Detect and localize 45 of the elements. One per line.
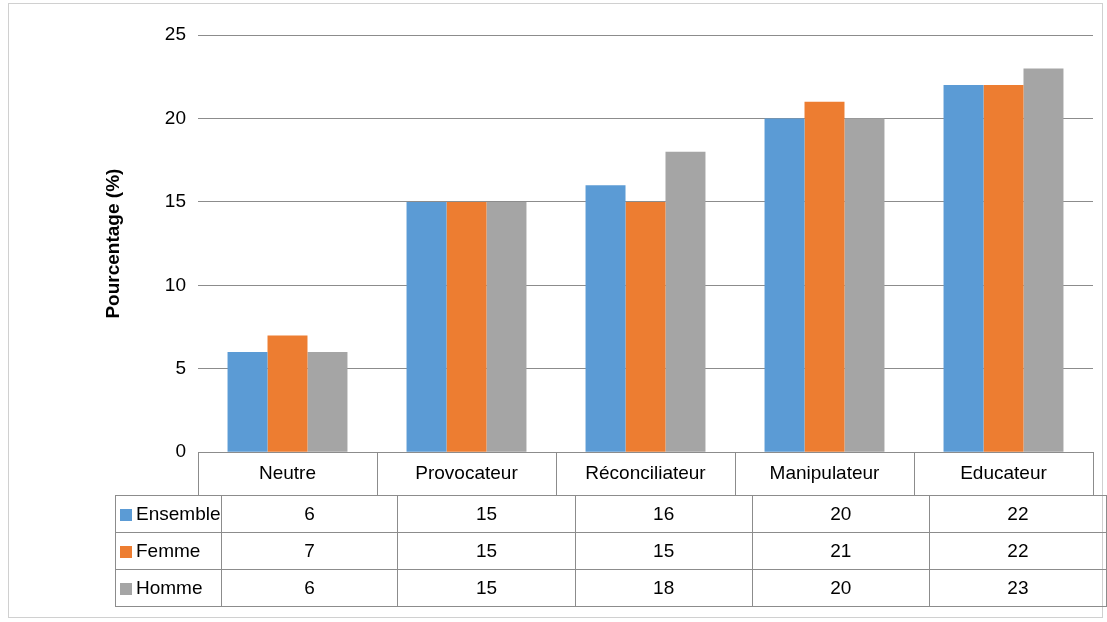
bar bbox=[943, 85, 984, 452]
bar bbox=[406, 201, 447, 452]
bar bbox=[1023, 68, 1064, 452]
y-tick-label: 15 bbox=[164, 190, 186, 212]
bar bbox=[844, 118, 885, 452]
bar bbox=[486, 201, 527, 452]
data-label: 23 bbox=[929, 569, 1107, 607]
x-tick-label: Réconciliateur bbox=[585, 461, 707, 483]
data-label: 18 bbox=[575, 569, 753, 607]
data-label: 15 bbox=[397, 569, 576, 607]
data-label: 22 bbox=[929, 532, 1107, 570]
bar bbox=[307, 352, 348, 452]
bar bbox=[625, 201, 666, 452]
bar bbox=[804, 101, 845, 452]
bar bbox=[665, 151, 706, 452]
x-tick-label: Educateur bbox=[960, 461, 1048, 483]
bar bbox=[267, 335, 308, 452]
data-label: 22 bbox=[929, 495, 1107, 533]
data-label: 7 bbox=[221, 532, 398, 570]
y-tick-label: 20 bbox=[164, 106, 186, 128]
data-label: 21 bbox=[752, 532, 930, 570]
x-tick-label: Neutre bbox=[258, 461, 317, 483]
x-tick-label: Manipulateur bbox=[769, 461, 881, 483]
data-label: 6 bbox=[221, 495, 398, 533]
y-tick-label: 25 bbox=[164, 23, 186, 45]
legend-label: Homme bbox=[115, 569, 221, 607]
y-tick-label: 10 bbox=[164, 273, 186, 295]
bar bbox=[983, 85, 1024, 452]
data-label: 16 bbox=[575, 495, 753, 533]
data-label: 6 bbox=[221, 569, 398, 607]
data-label: 15 bbox=[397, 495, 576, 533]
data-label: 20 bbox=[752, 495, 930, 533]
bar bbox=[227, 352, 268, 452]
data-label: 15 bbox=[575, 532, 753, 570]
y-tick-label: 0 bbox=[175, 440, 186, 462]
data-label: 20 bbox=[752, 569, 930, 607]
bar bbox=[764, 118, 805, 452]
bar bbox=[585, 185, 626, 452]
x-tick-label: Provocateur bbox=[415, 461, 519, 483]
data-label: 15 bbox=[397, 532, 576, 570]
legend-label: Femme bbox=[115, 532, 221, 570]
legend-label: Ensemble bbox=[115, 495, 221, 533]
bar bbox=[446, 201, 487, 452]
y-tick-label: 5 bbox=[175, 356, 186, 378]
y-axis-title: Pourcentage (%) bbox=[101, 168, 123, 319]
